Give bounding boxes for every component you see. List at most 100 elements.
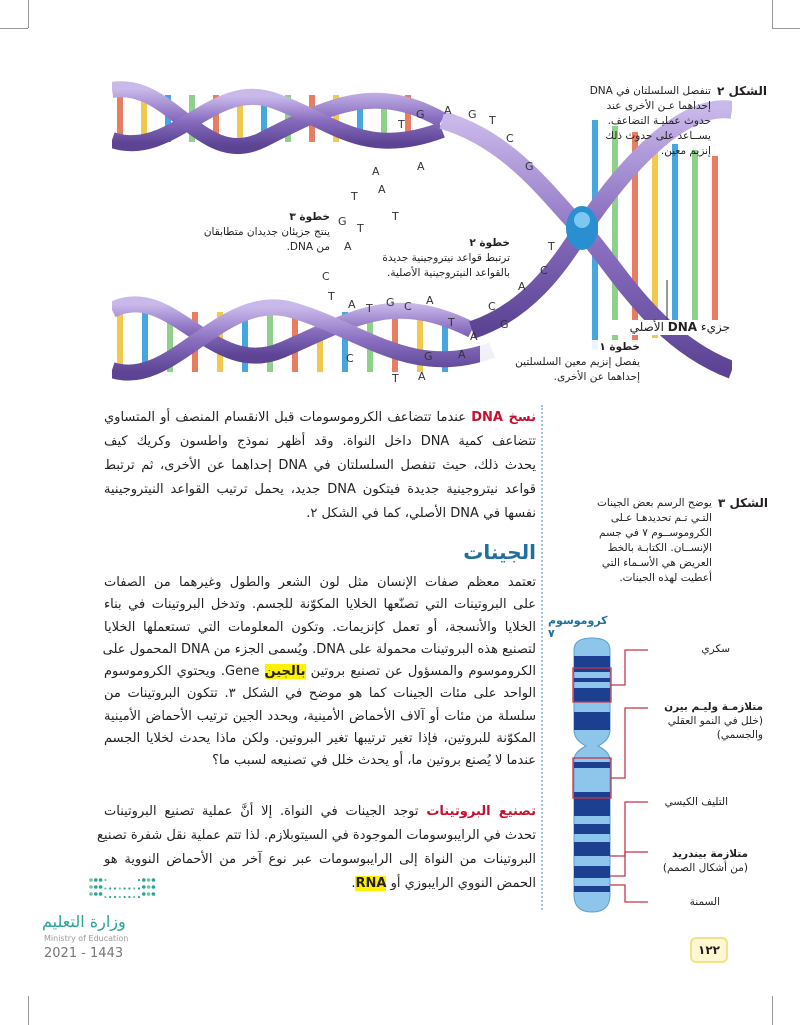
figure3-label: الشكل ٣ — [717, 496, 768, 510]
logo-dot — [146, 885, 151, 889]
logo-dot — [151, 885, 156, 889]
text-line: على البروتينات التي تصنّعها الخلايا المك… — [104, 597, 536, 613]
paragraph-genes: تعتمد معظم صفات الإنسان مثل لون الشعر وا… — [102, 572, 536, 773]
figure2-caption: الشكل ٢ تنفصل السلسلتان في DNA إحداهما ع… — [545, 84, 767, 159]
dna-base-pair — [213, 95, 219, 142]
gene-name: سكري — [701, 643, 730, 655]
page-number: ١٢٢ — [690, 937, 728, 963]
crop-mark — [772, 28, 800, 29]
logo-dot — [89, 878, 93, 882]
logo-dot — [118, 895, 121, 899]
logo-dot — [123, 887, 126, 890]
dna-base-letter: T — [366, 302, 373, 315]
text-line: تتضاعف كمية DNA داخل النواة. وقد أظهر نم… — [104, 434, 536, 449]
caption-line: تنفصل السلسلتان في DNA — [589, 85, 711, 97]
dna-base-letter: A — [417, 160, 425, 173]
crop-mark — [772, 996, 773, 1025]
dna-base-pair — [417, 312, 423, 372]
dna-base-letter: A — [348, 298, 356, 311]
caption-line: إحداهما عـن الأخرى عند — [606, 100, 711, 112]
dna-base-pair — [692, 150, 698, 330]
caption-line: الإنســان. الكتابـة بالخط — [607, 542, 712, 554]
step2-title: خطوة ٢ — [469, 237, 510, 249]
column-divider — [541, 405, 543, 910]
caption-line: يســاعد على حدوث ذلك — [605, 130, 711, 142]
step2-label: خطوة ٢ ترتبط قواعد نيتروجينية جديدة بالق… — [360, 236, 510, 281]
text: الكروموسوم والمسؤول عن تصنيع بروتين — [310, 664, 536, 680]
dna-base-letter: C — [346, 352, 354, 365]
text-line: يحدث ذلك، حيث تنفصل السلسلتان في DNA إحد… — [104, 458, 536, 473]
caption-line: التـي تـم تحديدهـا عـلى — [610, 512, 712, 524]
crop-mark — [772, 0, 773, 28]
logo-dot — [98, 878, 103, 882]
logo-dot — [94, 892, 98, 896]
dna-base-letter: T — [398, 118, 405, 131]
dna-base-pair — [317, 312, 323, 372]
text-line: نفسها في DNA الأصلي، كما في الشكل ٢. — [306, 506, 536, 521]
dna-base-pair — [117, 95, 123, 142]
gene-name: السمنة — [689, 896, 720, 908]
gene-desc: (من أشكال الصمم) — [662, 862, 748, 874]
dna-base-pair — [612, 126, 618, 346]
label-text: جزيء — [700, 320, 730, 334]
dna-base-letter: C — [540, 264, 548, 277]
dna-base-letter: T — [548, 240, 555, 253]
gene-name: متلازمة بيندريد — [672, 848, 748, 860]
step3-line: من DNA. — [286, 241, 330, 253]
gene-desc: (خلل في النمو العقلي — [667, 715, 763, 727]
text-line: نسخ DNA عندما تتضاعف الكروموسومات قبل ال… — [104, 406, 536, 430]
dna-base-letter: A — [344, 240, 352, 253]
dna-base-pair — [142, 312, 148, 372]
logo-dot — [142, 878, 146, 882]
label-text: الأصلي — [629, 320, 664, 334]
logo-dot — [146, 892, 151, 896]
gene-label-pendred: متلازمة بيندريد (من أشكال الصمم) — [648, 847, 748, 875]
step1-line: يفصل إنزيم معين السلسلتين — [515, 356, 640, 368]
dna-base-pair — [237, 95, 243, 142]
dna-base-letter: T — [392, 210, 399, 223]
logo-dot — [104, 895, 107, 899]
paragraph-dna-replication: نسخ DNA عندما تتضاعف الكروموسومات قبل ال… — [104, 406, 536, 526]
step1-title: خطوة ١ — [599, 341, 640, 353]
text-line: قواعد نيتروجينية جديدة فيتكون DNA جديد، … — [104, 482, 536, 497]
dna-base-letter: C — [322, 270, 330, 283]
text: . — [351, 876, 356, 891]
text-line: الحمض النووي الرايبوزي أو RNA. — [104, 872, 536, 896]
dna-base-letter: G — [386, 296, 395, 309]
dna-backbone-bottom-1 — [112, 296, 476, 364]
dna-backbone-top-2 — [112, 88, 445, 152]
dna-base-letter: A — [378, 183, 386, 196]
dna-base-letter: G — [338, 215, 347, 228]
figure3-caption: الشكل ٣ يوضح الرسم بعض الجينات التـي تـم… — [548, 496, 768, 586]
caption-line: إنزيم معين. — [660, 145, 711, 157]
gene-label-diabetes: سكري — [650, 642, 730, 656]
dna-base-letter: G — [468, 108, 477, 121]
logo-dot — [113, 887, 117, 890]
caption-line: الكروموســوم ٧ في جسم — [598, 527, 712, 539]
dna-base-letter: C — [488, 300, 496, 313]
dna-base-pair — [672, 144, 678, 334]
logo-dot — [94, 885, 98, 889]
logo-dot — [89, 892, 93, 896]
dna-base-pair — [381, 95, 387, 142]
crop-mark — [28, 0, 29, 28]
dna-base-pair — [242, 312, 248, 372]
logo-dot — [98, 885, 103, 889]
text-line: المكوّنة للبروتين، فإذا تغير ترتيبها تغي… — [104, 731, 536, 747]
logo-dot — [104, 878, 107, 882]
dna-base-letter: T — [328, 290, 335, 303]
dna-base-letter: C — [506, 132, 514, 145]
paragraph-protein-synthesis: تصنيع البروتينات توجد الجينات في النواة.… — [97, 800, 536, 896]
text-line: لتصنيع هذه البروتينات محمولة على DNA. وي… — [102, 641, 536, 657]
logo-dot — [109, 895, 112, 899]
dna-base-pair — [442, 312, 448, 372]
dna-base-letter: G — [424, 350, 433, 363]
logo-dot — [118, 887, 121, 890]
dna-base-letter: G — [525, 160, 534, 173]
text-line: تحدث في الرايبوسومات الموجودة في السيتوب… — [97, 828, 536, 843]
logo-dot — [146, 878, 151, 882]
text: توجد الجينات في النواة. إلا أنَّ عملية ت… — [104, 804, 419, 819]
text: عندما تتضاعف الكروموسومات قبل الانقسام ا… — [104, 410, 466, 425]
section-heading-genes: الجينات — [463, 540, 536, 564]
text-line: تصنيع البروتينات توجد الجينات في النواة.… — [104, 800, 536, 824]
